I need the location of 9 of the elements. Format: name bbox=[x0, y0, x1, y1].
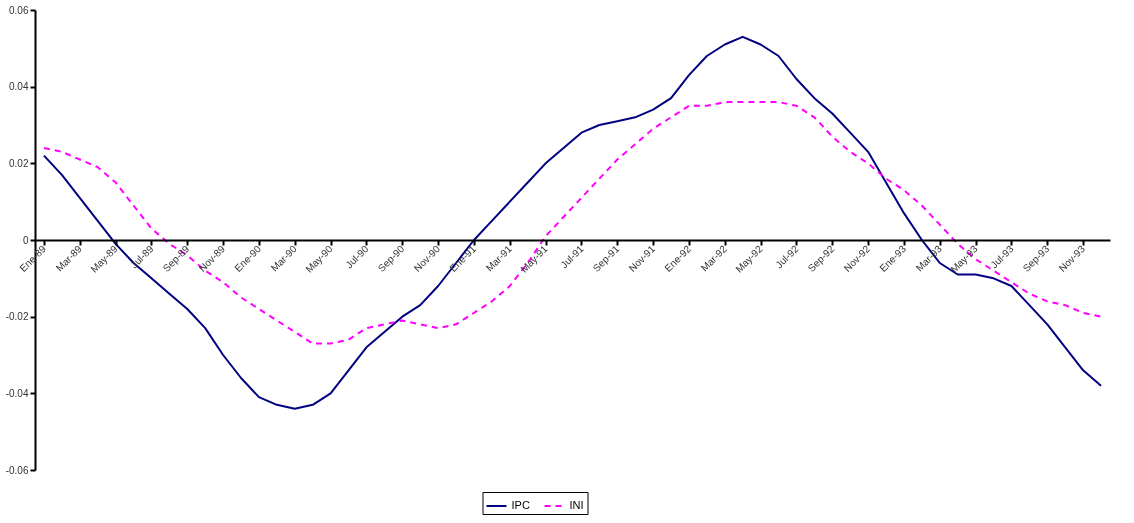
legend-label: IPC bbox=[511, 499, 530, 511]
legend-label: INI bbox=[569, 499, 584, 511]
y-tick-label: 0.02 bbox=[9, 157, 29, 169]
y-tick-label: 0 bbox=[22, 234, 29, 246]
y-tick-label: -0.06 bbox=[5, 464, 29, 476]
y-tick-label: 0.04 bbox=[9, 81, 29, 93]
y-tick-label: -0.04 bbox=[5, 387, 29, 399]
y-tick-label: -0.02 bbox=[5, 311, 29, 323]
y-tick-label: 0.06 bbox=[9, 4, 29, 16]
